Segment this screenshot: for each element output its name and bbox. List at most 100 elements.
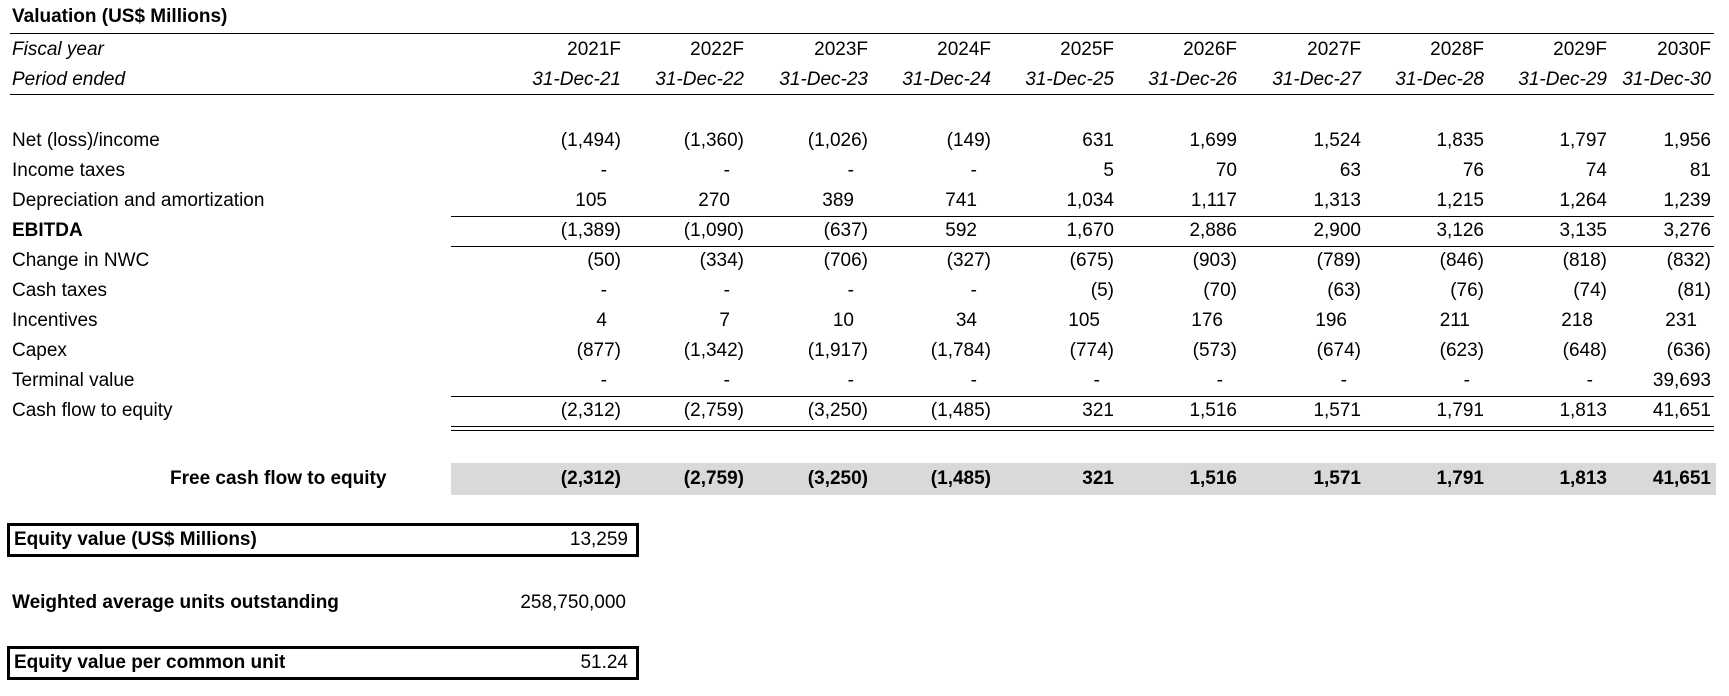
value-cell: - <box>600 280 607 301</box>
value-cell: (636) <box>1666 340 1711 361</box>
ebitda-top-rule <box>451 216 1714 217</box>
value-cell: (1,342) <box>683 340 744 361</box>
value-cell: (903) <box>1192 250 1237 271</box>
value-cell: (5) <box>1090 280 1114 301</box>
fcf-cell: 1,516 <box>1189 468 1237 489</box>
value-cell: (648) <box>1562 340 1607 361</box>
value-cell: - <box>600 370 607 391</box>
value-cell: 1,117 <box>1190 190 1237 211</box>
value-cell: (70) <box>1203 280 1237 301</box>
value-cell: 2,900 <box>1313 220 1361 241</box>
value-cell: (637) <box>823 220 868 241</box>
year-cell: 2025F <box>1060 39 1114 60</box>
value-cell: (1,360) <box>683 130 744 151</box>
equity-per-unit-value: 51.24 <box>580 652 628 673</box>
title-rule <box>10 33 1714 34</box>
fcf-cell: 41,651 <box>1652 468 1711 489</box>
value-cell: - <box>970 370 977 391</box>
value-cell: 1,034 <box>1066 190 1114 211</box>
value-cell: 10 <box>832 310 854 331</box>
value-cell: 1,813 <box>1559 400 1607 421</box>
dep-amort-row: Depreciation and amortization 105 270 38… <box>10 186 1714 216</box>
value-cell: 1,239 <box>1663 190 1711 211</box>
value-cell: 3,135 <box>1559 220 1607 241</box>
fcf-highlight-band <box>451 463 1716 495</box>
value-cell: 63 <box>1339 160 1361 181</box>
period-label: Period ended <box>12 69 126 90</box>
equity-value: 13,259 <box>569 529 628 550</box>
value-cell: (846) <box>1439 250 1484 271</box>
value-cell: (2,759) <box>683 400 744 421</box>
year-cell: 2026F <box>1183 39 1237 60</box>
fcf-cell: 1,813 <box>1559 468 1607 489</box>
value-cell: - <box>600 160 607 181</box>
value-cell: 3,126 <box>1436 220 1484 241</box>
value-cell: 1,524 <box>1313 130 1361 151</box>
value-cell: - <box>1093 370 1100 391</box>
row-label: Cash taxes <box>12 280 108 301</box>
value-cell: (334) <box>699 250 744 271</box>
value-cell: 1,670 <box>1066 220 1114 241</box>
row-label: Change in NWC <box>12 250 150 271</box>
value-cell: - <box>1463 370 1470 391</box>
value-cell: (623) <box>1439 340 1484 361</box>
value-cell: (1,026) <box>807 130 868 151</box>
value-cell: (789) <box>1316 250 1361 271</box>
equity-value-box: Equity value (US$ Millions) 13,259 <box>7 523 639 557</box>
row-label: Net (loss)/income <box>12 130 160 151</box>
year-cell: 2028F <box>1430 39 1484 60</box>
value-cell: - <box>1340 370 1347 391</box>
value-cell: 741 <box>945 190 977 211</box>
value-cell: - <box>1586 370 1593 391</box>
change-nwc-row: Change in NWC (50) (334) (706) (327) (67… <box>10 246 1714 276</box>
value-cell: (1,494) <box>560 130 621 151</box>
fcf-cell: 1,571 <box>1313 468 1361 489</box>
units-label: Weighted average units outstanding <box>12 592 339 613</box>
fcf-cell: 321 <box>1082 468 1114 489</box>
value-cell: (774) <box>1069 340 1114 361</box>
fiscal-year-row: Fiscal year 2021F 2022F 2023F 2024F 2025… <box>10 35 1714 65</box>
value-cell: (50) <box>587 250 621 271</box>
value-cell: (1,485) <box>930 400 991 421</box>
incentives-row: Incentives 4 7 10 34 105 176 196 211 218… <box>10 306 1714 336</box>
cash-taxes-row: Cash taxes - - - - (5) (70) (63) (76) (7… <box>10 276 1714 306</box>
row-label: Cash flow to equity <box>12 400 173 421</box>
cfe-top-rule <box>451 396 1714 397</box>
value-cell: (1,917) <box>807 340 868 361</box>
value-cell: (1,090) <box>683 220 744 241</box>
period-cell: 31-Dec-29 <box>1518 69 1607 90</box>
year-cell: 2023F <box>814 39 868 60</box>
value-cell: - <box>723 370 730 391</box>
year-cell: 2027F <box>1307 39 1361 60</box>
period-cell: 31-Dec-26 <box>1148 69 1237 90</box>
row-label: Depreciation and amortization <box>12 190 265 211</box>
capex-row: Capex (877) (1,342) (1,917) (1,784) (774… <box>10 336 1714 366</box>
net-income-row: Net (loss)/income (1,494) (1,360) (1,026… <box>10 126 1714 156</box>
fcf-cell: (1,485) <box>930 468 991 489</box>
value-cell: 1,264 <box>1559 190 1607 211</box>
value-cell: (832) <box>1666 250 1711 271</box>
value-cell: 105 <box>1068 310 1100 331</box>
value-cell: 41,651 <box>1652 400 1711 421</box>
units-outstanding-row: Weighted average units outstanding 258,7… <box>10 588 640 618</box>
equity-value-label: Equity value (US$ Millions) <box>14 529 257 550</box>
value-cell: 76 <box>1462 160 1484 181</box>
value-cell: 70 <box>1215 160 1237 181</box>
value-cell: 3,276 <box>1663 220 1711 241</box>
value-cell: 7 <box>719 310 730 331</box>
value-cell: 270 <box>698 190 730 211</box>
value-cell: (818) <box>1562 250 1607 271</box>
value-cell: 39,693 <box>1652 370 1711 391</box>
value-cell: (149) <box>946 130 991 151</box>
value-cell: - <box>847 160 854 181</box>
terminal-value-row: Terminal value - - - - - - - - - 39,693 <box>10 366 1714 396</box>
year-cell: 2024F <box>937 39 991 60</box>
year-cell: 2030F <box>1657 39 1711 60</box>
fcf-label: Free cash flow to equity <box>170 468 387 489</box>
fcf-cell: (3,250) <box>807 468 868 489</box>
value-cell: 321 <box>1082 400 1114 421</box>
value-cell: 1,313 <box>1313 190 1361 211</box>
period-cell: 31-Dec-28 <box>1395 69 1484 90</box>
value-cell: 1,215 <box>1436 190 1484 211</box>
value-cell: (1,784) <box>930 340 991 361</box>
